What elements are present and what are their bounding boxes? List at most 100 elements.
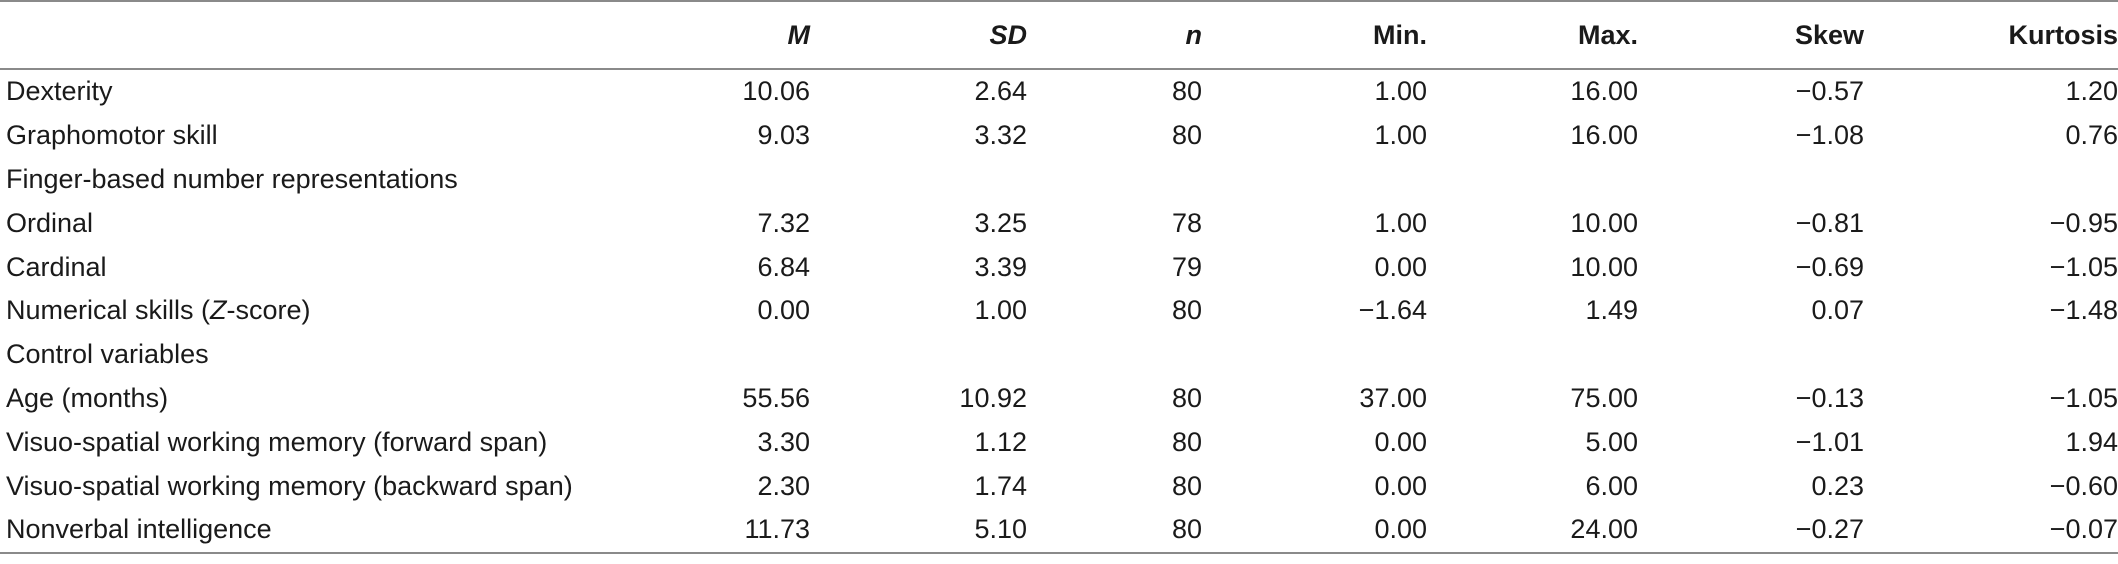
cell-mean: 11.73 (744, 514, 810, 545)
cell-n: 80 (1171, 382, 1202, 413)
cell-n: 80 (1171, 426, 1202, 457)
cell-skew: −1.01 (1795, 426, 1864, 457)
cell-max: 24.00 (1570, 514, 1638, 545)
cell-n: 79 (1171, 251, 1202, 282)
cell-mean: 9.03 (757, 120, 810, 151)
cell-min: 0.00 (1374, 251, 1427, 282)
cell-skew (1638, 333, 1864, 377)
cell-max (1427, 158, 1638, 202)
cell-mean: 6.84 (757, 251, 810, 282)
cell-min: 37.00 (1359, 382, 1427, 413)
cell-kurtosis: 0.76 (2065, 120, 2118, 151)
header-variable (0, 1, 650, 69)
cell-n: 80 (1171, 76, 1202, 107)
cell-mean (650, 333, 810, 377)
table-row: Cardinal 6.84 3.39 79 0.00 10.00 −0.69 −1.05 (0, 245, 2118, 289)
cell-n (1027, 158, 1202, 202)
header-kurtosis: Kurtosis (2008, 19, 2118, 50)
cell-n (1027, 333, 1202, 377)
cell-min: 1.00 (1374, 207, 1427, 238)
cell-skew: −0.13 (1795, 382, 1864, 413)
row-label: Visuo-spatial working memory (forward sp… (6, 426, 548, 457)
table-row: Ordinal 7.32 3.25 78 1.00 10.00 −0.81 −0.95 (0, 201, 2118, 245)
cell-mean: 3.30 (757, 426, 810, 457)
cell-max: 10.00 (1570, 207, 1638, 238)
cell-max: 16.00 (1570, 120, 1638, 151)
cell-mean (650, 158, 810, 202)
cell-kurtosis (1864, 333, 2118, 377)
row-label: Finger-based number representations (6, 163, 458, 194)
cell-sd: 1.12 (974, 426, 1027, 457)
cell-kurtosis: −1.48 (2049, 295, 2118, 326)
cell-mean: 0.00 (757, 295, 810, 326)
cell-skew (1638, 158, 1864, 202)
row-label: Numerical skills (Z-score) (6, 295, 311, 326)
cell-sd (810, 333, 1027, 377)
cell-kurtosis: −0.95 (2049, 207, 2118, 238)
cell-mean: 10.06 (742, 76, 810, 107)
cell-sd (810, 158, 1027, 202)
table-header: M SD n Min. Max. Skew Kurtosis (0, 1, 2118, 69)
table-row: Visuo-spatial working memory (forward sp… (0, 420, 2118, 464)
cell-min: −1.64 (1358, 295, 1427, 326)
cell-skew: −0.81 (1795, 207, 1864, 238)
cell-mean: 7.32 (757, 207, 810, 238)
row-label: Age (months) (6, 382, 169, 413)
cell-min (1202, 333, 1427, 377)
cell-min: 0.00 (1374, 514, 1427, 545)
cell-n: 80 (1171, 295, 1202, 326)
row-label: Graphomotor skill (6, 120, 218, 151)
cell-min: 0.00 (1374, 426, 1427, 457)
table-row: Nonverbal intelligence 11.73 5.10 80 0.00 24.… (0, 508, 2118, 553)
cell-kurtosis: −0.07 (2049, 514, 2118, 545)
cell-mean: 2.30 (757, 470, 810, 501)
table-body: Dexterity 10.06 2.64 80 1.00 16.00 −0.57 1.20 Gr… (0, 69, 2118, 553)
cell-max: 5.00 (1585, 426, 1638, 457)
cell-sd: 5.10 (974, 514, 1027, 545)
cell-min: 1.00 (1374, 120, 1427, 151)
cell-n: 78 (1171, 207, 1202, 238)
row-label: Control variables (6, 339, 209, 370)
header-sd: SD (989, 19, 1027, 50)
table-row: Graphomotor skill 9.03 3.32 80 1.00 16.00 −1.0… (0, 114, 2118, 158)
table-row: Visuo-spatial working memory (backward s… (0, 464, 2118, 508)
cell-max: 1.49 (1585, 295, 1638, 326)
cell-skew: 0.23 (1811, 470, 1864, 501)
header-max: Max. (1577, 19, 1638, 50)
cell-kurtosis: −1.05 (2049, 382, 2118, 413)
table-row: Age (months) 55.56 10.92 80 37.00 75.00 −0.13 −… (0, 377, 2118, 421)
table-row: Numerical skills (Z-score) 0.00 1.00 80 −1.6… (0, 289, 2118, 333)
cell-sd: 1.74 (974, 470, 1027, 501)
cell-skew: 0.07 (1811, 295, 1864, 326)
table-row: Dexterity 10.06 2.64 80 1.00 16.00 −0.57 1.20 (0, 69, 2118, 114)
cell-n: 80 (1171, 470, 1202, 501)
cell-n: 80 (1171, 120, 1202, 151)
cell-skew: −0.27 (1795, 514, 1864, 545)
cell-kurtosis: −0.60 (2049, 470, 2118, 501)
cell-min: 1.00 (1374, 76, 1427, 107)
cell-max: 16.00 (1570, 76, 1638, 107)
cell-mean: 55.56 (742, 382, 810, 413)
header-min: Min. (1373, 19, 1427, 50)
cell-sd: 3.32 (974, 120, 1027, 151)
cell-min (1202, 158, 1427, 202)
cell-skew: −1.08 (1795, 120, 1864, 151)
cell-sd: 2.64 (974, 76, 1027, 107)
header-skew: Skew (1794, 19, 1864, 50)
row-label: Cardinal (6, 251, 107, 282)
cell-max: 10.00 (1570, 251, 1638, 282)
row-label: Ordinal (6, 207, 94, 238)
cell-sd: 3.25 (974, 207, 1027, 238)
row-label: Nonverbal intelligence (6, 514, 272, 545)
cell-kurtosis: 1.94 (2065, 426, 2118, 457)
cell-kurtosis (1864, 158, 2118, 202)
cell-skew: −0.69 (1795, 251, 1864, 282)
cell-sd: 10.92 (959, 382, 1027, 413)
header-mean: M (787, 19, 811, 50)
cell-max: 6.00 (1585, 470, 1638, 501)
header-n: n (1185, 19, 1203, 50)
cell-n: 80 (1171, 514, 1202, 545)
cell-kurtosis: 1.20 (2065, 76, 2118, 107)
row-label: Dexterity (6, 76, 113, 107)
